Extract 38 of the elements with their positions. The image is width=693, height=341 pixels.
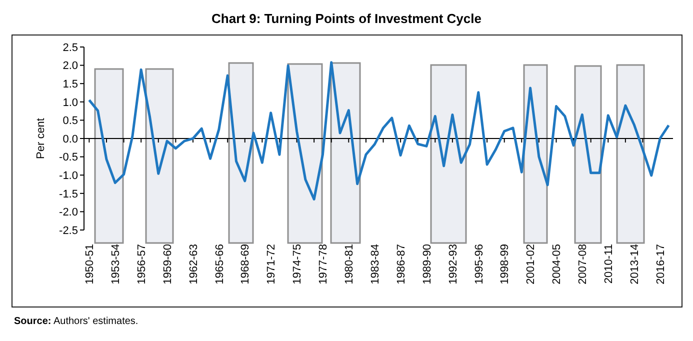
x-tick-label: 2004-05 [551, 244, 564, 284]
x-tick-label: 1977-78 [318, 244, 330, 284]
x-tick-label: 1974-75 [292, 244, 304, 284]
x-tick-label: 1989-90 [421, 244, 434, 284]
x-tick-label: 2013-14 [628, 244, 641, 284]
y-tick-label: 0.0 [62, 133, 78, 146]
x-tick-label: 1971-72 [266, 244, 278, 284]
y-tick-label: -0.5 [59, 152, 78, 164]
y-tick-label: -2.0 [59, 206, 78, 219]
x-tick-label: 2016-17 [654, 244, 667, 284]
x-tick-label: 1953-54 [110, 244, 122, 284]
x-tick-label: 2001-02 [525, 244, 538, 284]
y-tick-label: 1.5 [62, 78, 78, 90]
x-tick-label: 1980-81 [344, 244, 356, 284]
x-tick-label: 1992-93 [447, 244, 460, 284]
y-tick-label: -1.0 [59, 170, 78, 182]
y-tick-label: -2.5 [59, 224, 78, 237]
y-tick-label: 2.5 [62, 42, 78, 54]
x-tick-label: 1950-51 [84, 244, 96, 284]
x-tick-label: 1986-87 [395, 244, 408, 284]
x-tick-label: 1956-57 [136, 244, 148, 284]
x-tick-label: 2010-11 [602, 244, 615, 284]
y-axis-title: Per cent [35, 118, 47, 159]
x-tick-label: 1959-60 [162, 244, 174, 284]
x-tick-label: 1983-84 [369, 244, 382, 284]
x-tick-label: 2007-08 [577, 244, 590, 284]
y-tick-label: -1.5 [59, 188, 78, 200]
y-tick-label: 0.5 [62, 115, 78, 128]
x-tick-label: 1962-63 [188, 244, 200, 284]
line-series [88, 61, 670, 201]
x-tick-label: 1968-69 [240, 244, 252, 284]
source-note: Source: Authors' estimates. [14, 316, 138, 327]
x-tick-label: 1995-96 [473, 244, 486, 284]
chart-title: Chart 9: Turning Points of Investment Cycle [212, 11, 482, 26]
y-tick-label: 1.0 [62, 96, 78, 109]
x-tick-label: 1998-99 [499, 244, 512, 284]
x-tick-label: 1965-66 [214, 244, 226, 284]
y-tick-label: 2.0 [62, 60, 78, 72]
